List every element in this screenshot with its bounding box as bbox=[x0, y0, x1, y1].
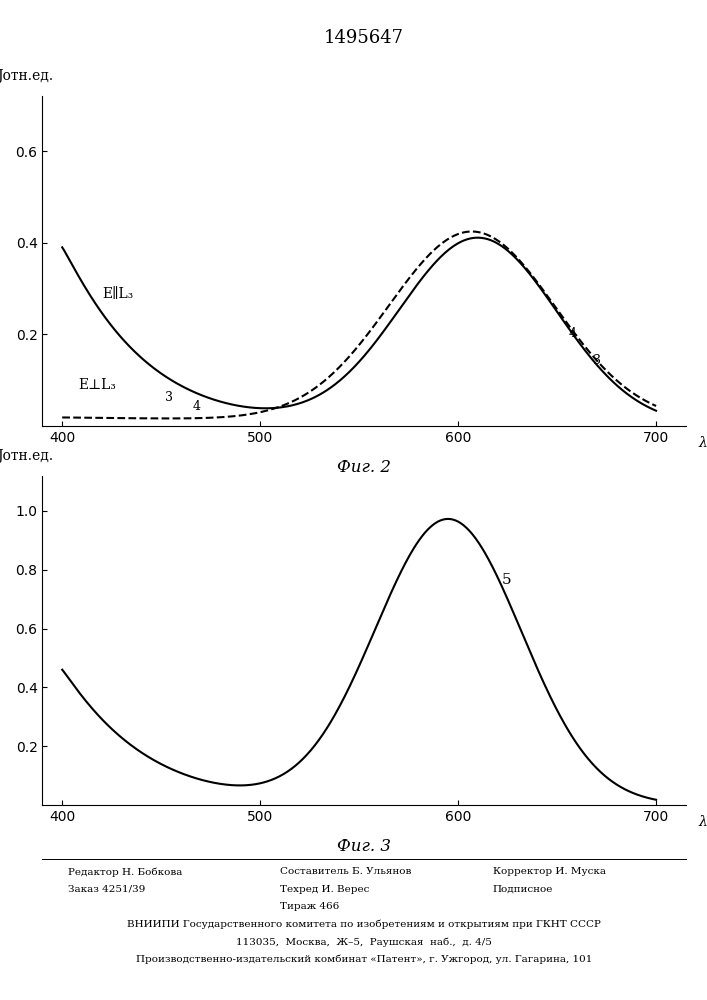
Text: ВНИИПИ Государственного комитета по изобретениям и открытиям при ГКНТ СССР: ВНИИПИ Государственного комитета по изоб… bbox=[127, 920, 601, 929]
Text: Производственно-издательский комбинат «Патент», г. Ужгород, ул. Гагарина, 101: Производственно-издательский комбинат «П… bbox=[136, 955, 592, 964]
Text: 1495647: 1495647 bbox=[324, 29, 404, 47]
Text: 5: 5 bbox=[502, 573, 511, 587]
Text: Корректор И. Муска: Корректор И. Муска bbox=[493, 867, 606, 876]
Text: E⊥L₃: E⊥L₃ bbox=[78, 378, 116, 392]
Text: E∥L₃: E∥L₃ bbox=[102, 287, 133, 301]
Text: λ, нм: λ, нм bbox=[699, 814, 707, 828]
Text: 4: 4 bbox=[569, 327, 577, 340]
Text: 4: 4 bbox=[193, 400, 201, 413]
Text: 3: 3 bbox=[165, 391, 173, 404]
Text: Подписное: Подписное bbox=[493, 885, 553, 894]
Text: Jотн.ед.: Jотн.ед. bbox=[0, 449, 54, 463]
Text: Составитель Б. Ульянов: Составитель Б. Ульянов bbox=[281, 867, 412, 876]
Text: Фиг. 2: Фиг. 2 bbox=[337, 459, 391, 476]
Text: Техред И. Верес: Техред И. Верес bbox=[281, 885, 370, 894]
Text: Фиг. 3: Фиг. 3 bbox=[337, 838, 391, 855]
Text: Редактор Н. Бобкова: Редактор Н. Бобкова bbox=[68, 867, 182, 877]
Text: Заказ 4251/39: Заказ 4251/39 bbox=[68, 885, 146, 894]
Text: λ, нм: λ, нм bbox=[699, 435, 707, 449]
Text: Jотн.ед.: Jотн.ед. bbox=[0, 69, 54, 83]
Text: 3: 3 bbox=[592, 354, 601, 367]
Text: 113035,  Москва,  Ж–5,  Раушская  наб.,  д. 4/5: 113035, Москва, Ж–5, Раушская наб., д. 4… bbox=[236, 937, 492, 947]
Text: Тираж 466: Тираж 466 bbox=[281, 902, 340, 911]
